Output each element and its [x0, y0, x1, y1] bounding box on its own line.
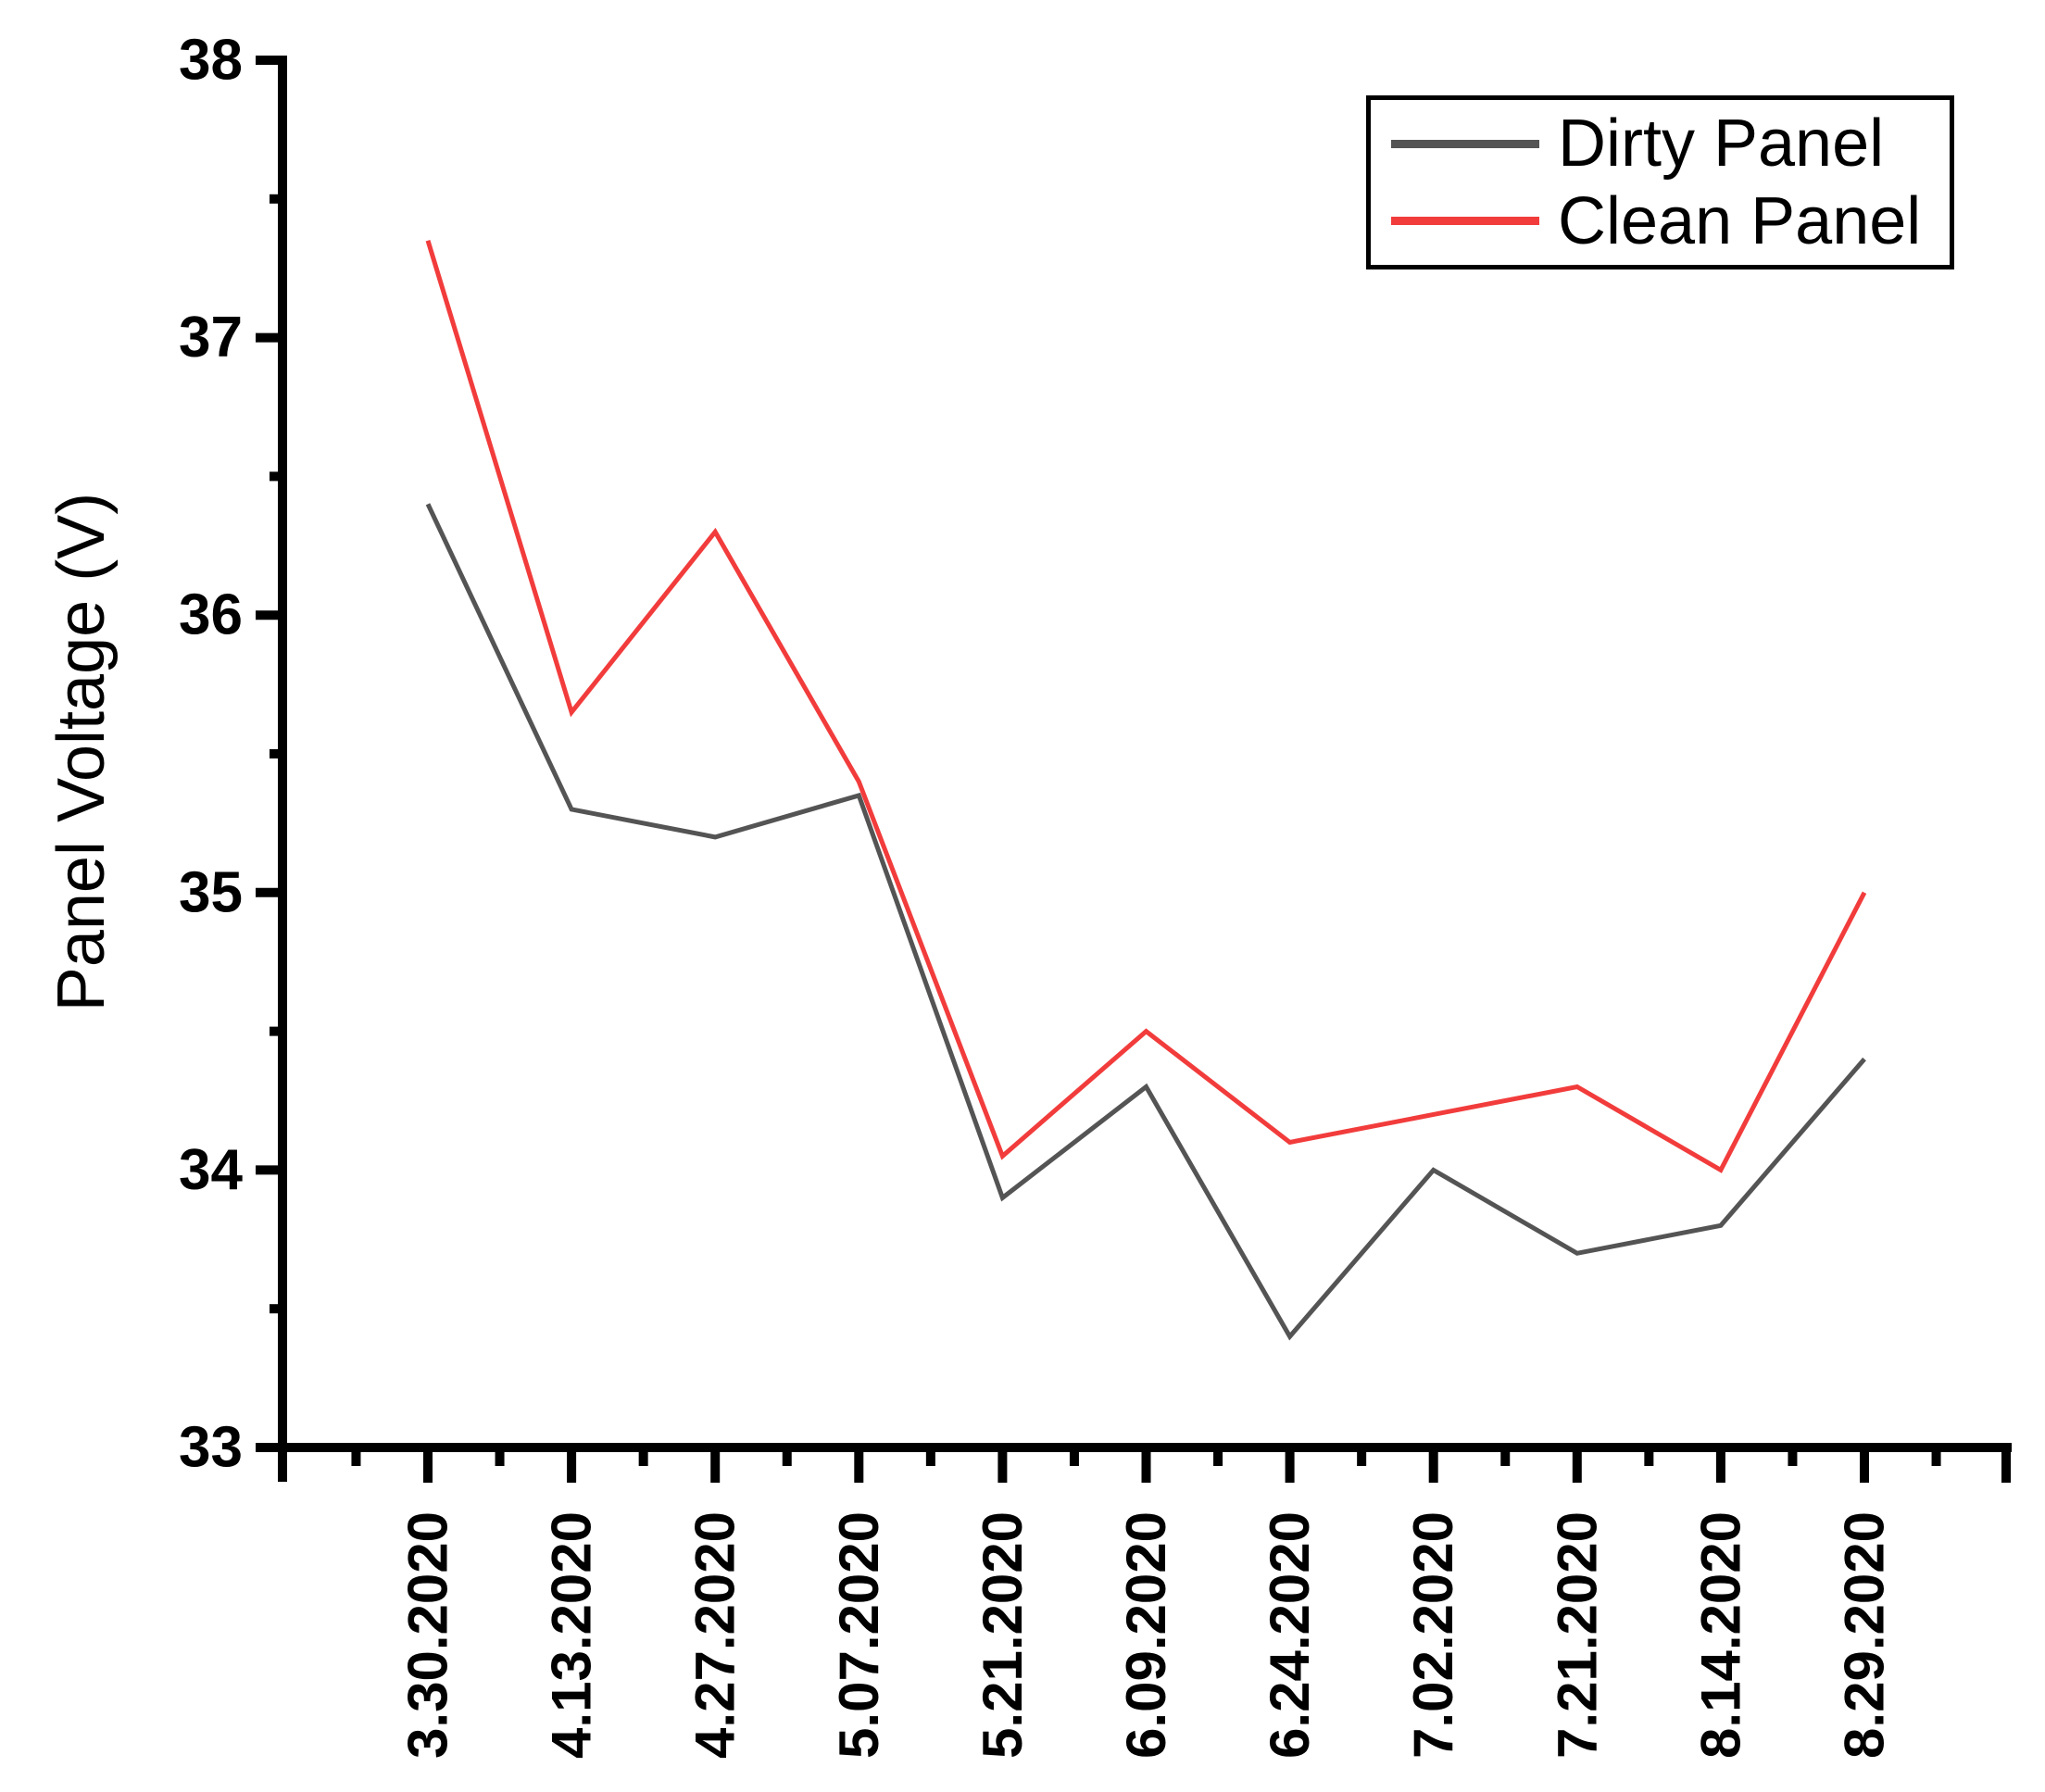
x-tick-label: 5.07.2020 [828, 1511, 890, 1759]
dirty-panel-line [425, 503, 1866, 1341]
y-tick-label: 38 [179, 29, 243, 93]
x-tick-label: 4.13.2020 [541, 1511, 603, 1759]
legend-label-clean: Clean Panel [1558, 183, 1922, 258]
x-tick-label: 7.21.2020 [1546, 1511, 1608, 1759]
legend: Dirty Panel Clean Panel [1366, 95, 1954, 269]
legend-item-dirty-panel: Dirty Panel [1371, 110, 1950, 177]
y-tick-label: 36 [179, 583, 243, 647]
legend-line-sample-clean [1391, 217, 1539, 226]
legend-line-sample-dirty [1391, 139, 1539, 148]
y-tick-label: 34 [179, 1138, 243, 1202]
y-tick-label: 37 [179, 306, 243, 370]
x-tick-label: 4.27.2020 [684, 1511, 746, 1759]
y-tick-label: 33 [179, 1416, 243, 1480]
legend-item-clean-panel: Clean Panel [1371, 188, 1950, 255]
x-tick-label: 6.09.2020 [1115, 1511, 1177, 1759]
x-tick-label: 8.14.2020 [1689, 1511, 1751, 1759]
y-axis-title: Panel Voltage (V) [44, 492, 119, 1012]
clean-panel-line [425, 240, 1867, 1173]
x-tick-label: 8.29.2020 [1834, 1511, 1896, 1759]
x-tick-label: 3.30.2020 [397, 1511, 459, 1759]
x-tick-label: 7.02.2020 [1402, 1511, 1464, 1759]
x-tick-label: 5.21.2020 [972, 1511, 1034, 1759]
y-tick-label: 35 [179, 860, 243, 924]
x-tick-label: 6.24.2020 [1259, 1511, 1321, 1759]
legend-label-dirty: Dirty Panel [1558, 107, 1885, 182]
